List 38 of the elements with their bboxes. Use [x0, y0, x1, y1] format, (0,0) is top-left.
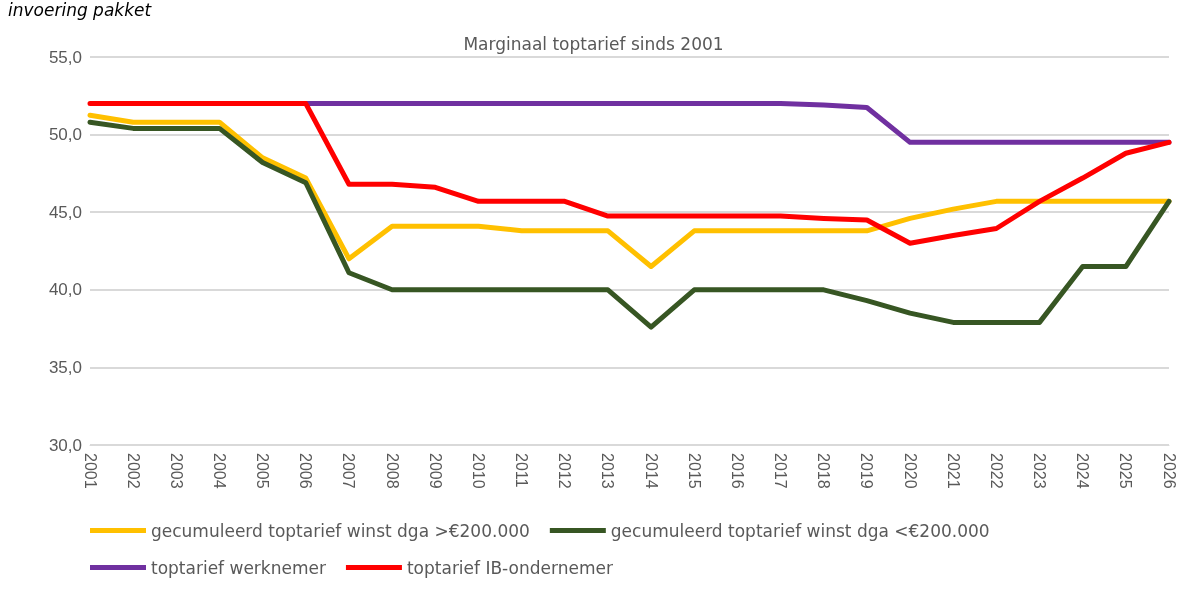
y-tick-label: 40,0: [48, 280, 82, 300]
x-tick-label: 2018: [815, 453, 833, 489]
y-tick-label: 45,0: [48, 202, 82, 222]
x-tick-label: 2019: [858, 453, 876, 489]
y-tick-label: 50,0: [48, 125, 82, 145]
x-tick-label: 2008: [383, 453, 401, 489]
legend-label: gecumuleerd toptarief winst dga <€200.000: [610, 520, 990, 541]
x-tick-label: 2026: [1160, 453, 1178, 489]
x-tick-label: 2022: [987, 453, 1005, 489]
x-tick-label: 2005: [254, 453, 272, 489]
x-tick-label: 2003: [167, 453, 185, 489]
x-tick-label: 2014: [642, 453, 660, 489]
x-tick-label: 2021: [944, 453, 962, 489]
y-tick-label: 55,0: [48, 47, 82, 67]
x-tick-label: 2020: [901, 453, 919, 489]
x-tick-label: 2024: [1074, 453, 1092, 489]
y-tick-label: 35,0: [48, 357, 82, 377]
x-tick-label: 2001: [81, 453, 99, 489]
x-tick-label: 2012: [556, 453, 574, 489]
x-tick-label: 2013: [599, 453, 617, 489]
x-tick-label: 2009: [426, 453, 444, 489]
text: invoering pakket: [8, 0, 152, 20]
x-tick-label: 2006: [297, 453, 315, 489]
y-tick-label: 30,0: [48, 435, 82, 455]
x-tick-label: 2004: [210, 453, 228, 489]
x-tick-label: 2011: [513, 453, 531, 488]
legend-label: gecumuleerd toptarief winst dga >€200.000: [151, 520, 530, 541]
legend-label: toptarief werknemer: [151, 557, 326, 578]
chart-title: Marginaal toptarief sinds 2001: [463, 33, 724, 54]
x-tick-label: 2007: [340, 453, 358, 489]
x-tick-label: 2015: [685, 453, 703, 489]
x-tick-label: 2025: [1117, 453, 1135, 489]
x-tick-label: 2017: [772, 453, 790, 489]
x-tick-label: 2023: [1031, 453, 1049, 489]
x-tick-label: 2002: [124, 453, 142, 489]
x-tick-label: 2016: [728, 453, 746, 489]
x-tick-label: 2010: [469, 453, 487, 489]
legend-label: toptarief IB-ondernemer: [406, 557, 613, 578]
